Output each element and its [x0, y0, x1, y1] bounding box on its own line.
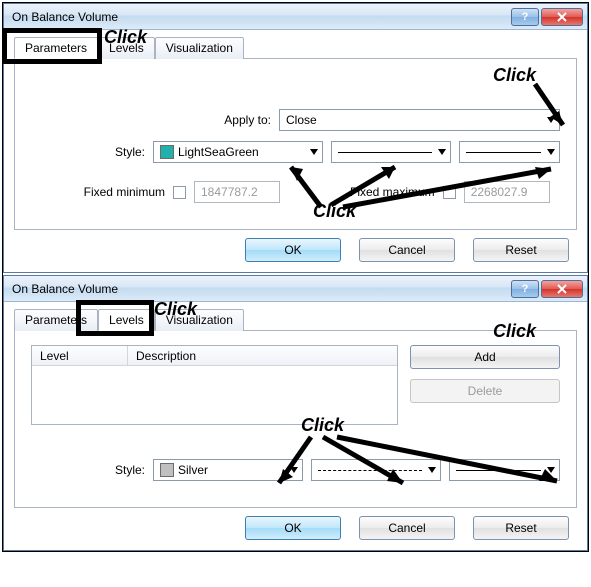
window-title: On Balance Volume: [12, 10, 509, 24]
style-color-name: Silver: [178, 463, 208, 477]
help-button[interactable]: ?: [511, 8, 539, 26]
applyto-select[interactable]: Close: [279, 109, 560, 131]
style-color-select[interactable]: Silver: [153, 459, 303, 481]
col-description: Description: [128, 346, 397, 365]
line-width-select[interactable]: [459, 141, 560, 163]
fixed-min-input[interactable]: 1847787.2: [194, 181, 280, 203]
dropdown-arrow-icon: [438, 149, 446, 155]
tab-parameters[interactable]: Parameters: [14, 37, 98, 59]
style-label: Style:: [31, 145, 145, 159]
titlebar: On Balance Volume ?: [4, 4, 587, 30]
line-style-select[interactable]: [311, 459, 441, 481]
style-label: Style:: [31, 463, 145, 477]
dialog-parameters: On Balance Volume ? Click Parameters Lev…: [3, 3, 588, 273]
line-width-select[interactable]: [449, 459, 560, 481]
fixed-max-input[interactable]: 2268027.9: [464, 181, 550, 203]
delete-button[interactable]: Delete: [410, 379, 560, 403]
tab-panel: Click Level Description Add Delete: [14, 331, 577, 508]
close-button[interactable]: [541, 280, 583, 298]
dialog-levels: On Balance Volume ? Click Parameters Lev…: [3, 275, 588, 551]
tab-parameters[interactable]: Parameters: [14, 309, 98, 331]
titlebar: On Balance Volume ?: [4, 276, 587, 302]
fixed-min-label: Fixed minimum: [31, 185, 165, 199]
reset-button[interactable]: Reset: [473, 516, 569, 540]
fixed-max-label: Fixed maximum: [350, 185, 435, 199]
levels-list[interactable]: Level Description: [31, 345, 398, 425]
tab-visualization[interactable]: Visualization: [155, 37, 244, 59]
dropdown-arrow-icon: [547, 467, 555, 473]
dropdown-arrow-icon: [310, 149, 318, 155]
fixed-min-checkbox[interactable]: [173, 186, 186, 199]
help-button[interactable]: ?: [511, 280, 539, 298]
tab-bar: Parameters Levels Visualization: [14, 36, 577, 59]
cancel-button[interactable]: Cancel: [359, 516, 455, 540]
tab-visualization[interactable]: Visualization: [155, 309, 244, 331]
add-button[interactable]: Add: [410, 345, 560, 369]
button-row: OK Cancel Reset: [14, 508, 577, 542]
dropdown-arrow-icon: [428, 467, 436, 473]
annotation-click-center: Click: [313, 201, 356, 222]
list-header: Level Description: [32, 346, 397, 366]
annotation-click-top: Click: [493, 65, 536, 86]
dropdown-arrow-icon: [547, 117, 555, 123]
style-color-name: LightSeaGreen: [178, 145, 259, 159]
dropdown-arrow-icon: [547, 149, 555, 155]
color-swatch: [160, 145, 174, 159]
color-swatch: [160, 463, 174, 477]
tab-levels[interactable]: Levels: [98, 309, 155, 331]
cancel-button[interactable]: Cancel: [359, 238, 455, 262]
line-style-select[interactable]: [331, 141, 451, 163]
dropdown-arrow-icon: [290, 467, 298, 473]
reset-button[interactable]: Reset: [473, 238, 569, 262]
ok-button[interactable]: OK: [245, 238, 341, 262]
style-color-select[interactable]: LightSeaGreen: [153, 141, 323, 163]
button-row: OK Cancel Reset: [14, 230, 577, 264]
ok-button[interactable]: OK: [245, 516, 341, 540]
col-level: Level: [32, 346, 128, 365]
fixed-max-checkbox[interactable]: [443, 186, 456, 199]
window-title: On Balance Volume: [12, 282, 509, 296]
tab-panel: Click Apply to: Close Style:: [14, 59, 577, 230]
tab-bar: Parameters Levels Visualization: [14, 308, 577, 331]
tab-levels[interactable]: Levels: [98, 37, 155, 59]
applyto-label: Apply to:: [31, 113, 271, 127]
applyto-value: Close: [286, 113, 317, 127]
close-button[interactable]: [541, 8, 583, 26]
